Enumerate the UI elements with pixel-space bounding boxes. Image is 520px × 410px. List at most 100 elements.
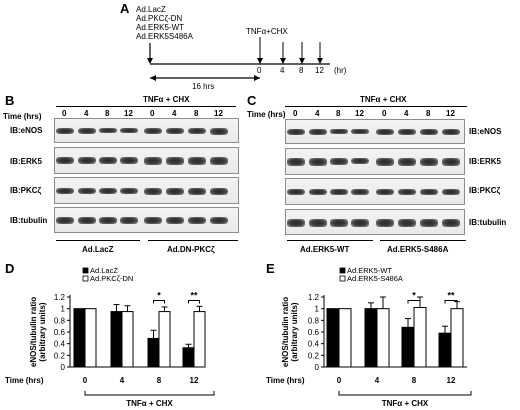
- y-tick-label: 0: [315, 363, 320, 372]
- significance-bracket: [444, 300, 458, 304]
- treatment-bracket: [84, 391, 215, 396]
- blot-band: [78, 188, 96, 194]
- blot-band: [188, 157, 206, 165]
- construct-label: Ad.ERK5S486A: [136, 32, 193, 41]
- blot-band: [166, 188, 184, 195]
- blot-band: [188, 128, 206, 134]
- group-bracket: [148, 240, 238, 241]
- timeline-diagram: [147, 37, 330, 81]
- significance-label: *: [157, 291, 161, 301]
- legend-label: Ad.LacZ: [90, 266, 118, 275]
- y-tick-label: 1.2: [54, 293, 66, 302]
- bar: [364, 308, 378, 368]
- blot-band: [287, 189, 305, 195]
- group-label: Ad.LacZ: [82, 245, 114, 254]
- blot-band: [376, 189, 394, 195]
- blot-enos: [54, 118, 239, 143]
- infection-arrow-head: [147, 58, 153, 64]
- lane-time-label: 12: [446, 109, 455, 118]
- x-tick-label: 4: [120, 376, 125, 385]
- y-tick-label: 0.4: [308, 340, 320, 349]
- blot-band: [442, 129, 460, 135]
- blot-band: [351, 189, 369, 195]
- blot-pkcz: [285, 178, 465, 205]
- y-tick-label: 1.2: [308, 293, 320, 302]
- bar: [182, 347, 195, 368]
- blot-band: [166, 217, 184, 224]
- blot-band: [210, 188, 228, 195]
- time-axis-label: Time (hrs): [266, 376, 305, 385]
- y-tick-label: 0.6: [308, 328, 320, 337]
- x-tick-label: 12: [190, 376, 199, 385]
- lane-time-label: 4: [84, 109, 89, 118]
- group-bracket: [56, 240, 140, 241]
- bar: [147, 337, 160, 368]
- bar: [338, 308, 352, 368]
- blot-pkcz: [54, 177, 239, 204]
- lane-time-label: 0: [150, 109, 155, 118]
- blot-label: IB:tubulin: [10, 216, 48, 225]
- blot-band: [398, 158, 416, 166]
- blot-band: [210, 217, 228, 224]
- blot-band: [309, 189, 327, 195]
- lane-time-label: 4: [315, 109, 320, 118]
- tick-label: 4: [280, 66, 285, 75]
- significance-label: *: [412, 291, 416, 301]
- treatment-bracket: [56, 106, 236, 107]
- y-tick-label: 0.8: [54, 316, 66, 325]
- bar: [326, 308, 340, 368]
- panel-a-letter: A: [120, 1, 130, 16]
- blot-band: [120, 188, 138, 194]
- x-tick-label: 4: [375, 376, 380, 385]
- y-tick-label: 1: [315, 305, 320, 314]
- blot-band: [420, 158, 438, 166]
- blot-band: [210, 128, 228, 135]
- blot-band: [309, 158, 327, 166]
- blot-label: IB:eNOS: [10, 126, 43, 135]
- significance-label: **: [190, 291, 198, 301]
- blot-band: [376, 219, 394, 227]
- blot-band: [442, 219, 460, 227]
- blot-band: [420, 219, 438, 227]
- blot-band: [398, 219, 416, 227]
- time-axis-label: Time (hrs): [5, 376, 44, 385]
- blot-tubulin: [54, 207, 239, 233]
- duration-label: 16 hrs: [192, 82, 215, 91]
- blot-band: [330, 189, 348, 195]
- y-axis-label: (arbitrary units): [38, 302, 47, 361]
- blot-label: IB:tubulin: [469, 218, 507, 227]
- y-tick-label: 0.2: [308, 351, 320, 360]
- timeline-treatment-label: TNFα+CHX: [246, 27, 288, 36]
- blot-band: [120, 217, 138, 224]
- panel-c-letter: C: [247, 93, 257, 108]
- blot-band: [166, 128, 184, 134]
- blot-band: [351, 158, 369, 164]
- y-axis-label: eNOS/tubulin ratio: [29, 297, 38, 367]
- blot-band: [442, 158, 460, 166]
- bar: [376, 308, 390, 368]
- lane-time-label: 0: [62, 109, 67, 118]
- blot-band: [188, 217, 206, 224]
- lane-time-label: 0: [382, 109, 387, 118]
- blot-band: [442, 189, 460, 195]
- tick-label: 12: [315, 66, 324, 75]
- time-axis-label: Time (hrs): [247, 110, 286, 119]
- blot-band: [330, 129, 348, 134]
- blot-band: [144, 128, 162, 134]
- lane-time-label: 4: [172, 109, 177, 118]
- blot-band: [144, 217, 162, 224]
- blot-erk5: [285, 148, 465, 175]
- bar: [84, 308, 97, 368]
- y-tick-label: 0: [61, 363, 66, 372]
- treatment-bracket: [338, 391, 472, 396]
- blot-band: [120, 157, 138, 164]
- chart-e: 0 0.2 0.4 0.6 0.8 1 1.2 eNOS/tubulin ratio (arbi…: [266, 266, 472, 408]
- group-label: Ad.ERK5-WT: [300, 245, 350, 254]
- bar: [401, 326, 415, 368]
- blot-band: [287, 219, 305, 227]
- group-bracket: [287, 240, 373, 241]
- blot-band: [56, 157, 74, 164]
- x-tick-label: 8: [157, 376, 162, 385]
- blot-band: [56, 128, 74, 134]
- treatment-bracket: [285, 106, 467, 107]
